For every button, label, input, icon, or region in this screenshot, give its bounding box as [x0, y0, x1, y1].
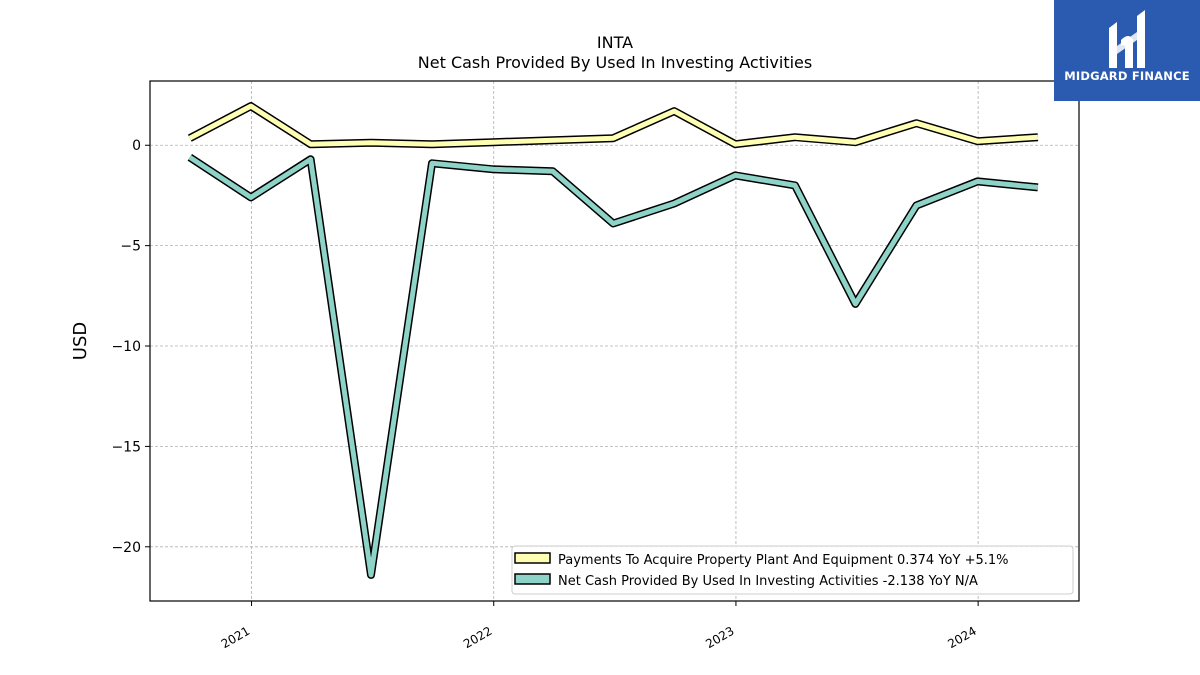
y-axis: 0 −5 −10 −15 −20	[111, 138, 150, 556]
legend-box	[511, 545, 1074, 595]
y-tick-label: −5	[120, 239, 141, 255]
legend: Payments To Acquire Property Plant And E…	[511, 545, 1074, 595]
y-tick-label: −20	[111, 540, 141, 556]
legend-swatch-investing	[514, 573, 551, 585]
brand-name: MIDGARD FINANCE	[1064, 69, 1190, 83]
y-tick-label: −10	[111, 339, 141, 355]
chart-title: INTA	[597, 33, 633, 52]
chart-subtitle: Net Cash Provided By Used In Investing A…	[418, 53, 812, 72]
legend-swatch-ppe	[514, 552, 551, 564]
series-line-0	[188, 103, 1039, 147]
midgard-logo-icon	[1109, 10, 1145, 68]
legend-label-ppe: Payments To Acquire Property Plant And E…	[558, 553, 1009, 568]
series-line-1	[188, 155, 1039, 578]
plot-frame	[149, 80, 1080, 602]
y-tick-label: −15	[111, 439, 141, 455]
plot-lines	[187, 102, 1039, 579]
y-tick-label: 0	[132, 138, 141, 154]
legend-label-investing: Net Cash Provided By Used In Investing A…	[558, 574, 978, 589]
brand-logo: MIDGARD FINANCE	[1054, 0, 1200, 101]
y-axis-label: USD	[70, 322, 91, 360]
